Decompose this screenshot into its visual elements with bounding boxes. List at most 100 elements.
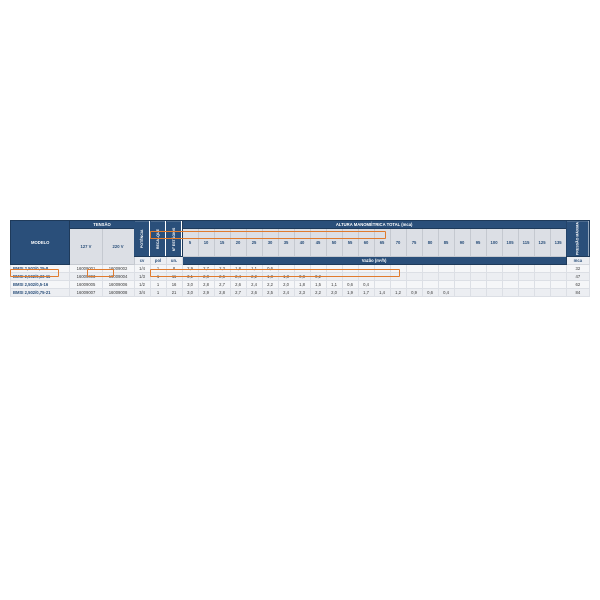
- table-row: BMSI 2,502/0,75-2116009007160090083/4121…: [11, 289, 590, 297]
- cell: [342, 265, 358, 273]
- cell: BMSI 2,502/0,33-11: [11, 273, 70, 281]
- hdr-recalque: RECALQUE: [150, 221, 166, 257]
- flow-col: 30: [262, 229, 278, 257]
- flow-col: 15: [214, 229, 230, 257]
- cell: 2,9: [182, 265, 198, 273]
- flow-col: 105: [502, 229, 518, 257]
- cell: [454, 265, 470, 273]
- cell: [422, 281, 438, 289]
- cell: [374, 265, 390, 273]
- cell: 2,6: [230, 281, 246, 289]
- hdr-220v: 220 V: [102, 229, 134, 265]
- cell: 1,1: [326, 281, 342, 289]
- cell: [310, 265, 326, 273]
- cell: [454, 289, 470, 297]
- cell: [534, 273, 550, 281]
- cell: 1,3: [278, 273, 294, 281]
- cell: 16009005: [70, 281, 102, 289]
- cell: [374, 281, 390, 289]
- cell: 21: [166, 289, 182, 297]
- cell: 8: [166, 265, 182, 273]
- cell: [550, 289, 566, 297]
- flow-col: 85: [438, 229, 454, 257]
- cell: [326, 273, 342, 281]
- unit-pol: pol: [150, 257, 166, 265]
- cell: [550, 281, 566, 289]
- flow-col: 55: [342, 229, 358, 257]
- cell: 2,8: [198, 273, 214, 281]
- cell: 1,8: [294, 281, 310, 289]
- cell: 3,0: [182, 281, 198, 289]
- cell: [278, 265, 294, 273]
- flow-col: 35: [278, 229, 294, 257]
- cell: [438, 265, 454, 273]
- spec-table-container: MODELO TENSÃO POTÊNCIA RECALQUE Nº ESTÁG…: [10, 220, 590, 297]
- cell: 0,2: [310, 273, 326, 281]
- cell: 3,0: [182, 289, 198, 297]
- cell: 1: [150, 289, 166, 297]
- cell: [326, 265, 342, 273]
- cell: 2,8: [214, 289, 230, 297]
- unit-mca: mca: [566, 257, 589, 265]
- cell: [470, 281, 486, 289]
- cell: 1: [150, 273, 166, 281]
- flow-col: 10: [198, 229, 214, 257]
- cell: 1/2: [134, 281, 150, 289]
- cell: 32: [566, 265, 589, 273]
- cell: 16009002: [102, 265, 134, 273]
- cell: [422, 273, 438, 281]
- cell: [470, 273, 486, 281]
- cell: [390, 265, 406, 273]
- cell: 1/4: [134, 265, 150, 273]
- cell: [550, 273, 566, 281]
- cell: 16009001: [70, 265, 102, 273]
- cell: 2,7: [230, 289, 246, 297]
- flow-col: 125: [534, 229, 550, 257]
- cell: [550, 265, 566, 273]
- cell: BMSI 2,502/0,25-8: [11, 265, 70, 273]
- cell: 2,2: [262, 281, 278, 289]
- cell: [486, 281, 502, 289]
- flow-col: 20: [230, 229, 246, 257]
- hdr-potencia: POTÊNCIA: [134, 221, 150, 257]
- cell: 84: [566, 289, 589, 297]
- flow-col: 80: [422, 229, 438, 257]
- cell: 2,3: [214, 265, 230, 273]
- flow-col: 135: [550, 229, 566, 257]
- cell: [358, 265, 374, 273]
- flow-col: 50: [326, 229, 342, 257]
- cell: [486, 265, 502, 273]
- cell: 2,2: [310, 289, 326, 297]
- flow-col: 90: [454, 229, 470, 257]
- cell: 2,8: [198, 281, 214, 289]
- cell: [518, 265, 534, 273]
- cell: [406, 273, 422, 281]
- cell: [438, 273, 454, 281]
- cell: 2,9: [198, 289, 214, 297]
- flow-col: 115: [518, 229, 534, 257]
- cell: 11: [166, 273, 182, 281]
- cell: [438, 281, 454, 289]
- cell: 0,9: [406, 289, 422, 297]
- cell: [294, 265, 310, 273]
- hdr-estagios: Nº ESTÁGIOS: [166, 221, 182, 257]
- hdr-modelo: MODELO: [11, 221, 70, 265]
- cell: [486, 289, 502, 297]
- cell: 16009004: [102, 273, 134, 281]
- cell: 2,0: [326, 289, 342, 297]
- table-row: BMSI 2,502/0,33-1116009003160090041/3111…: [11, 273, 590, 281]
- hdr-127v: 127 V: [70, 229, 102, 265]
- cell: 2,3: [294, 289, 310, 297]
- cell: 0,6: [422, 289, 438, 297]
- cell: [390, 273, 406, 281]
- cell: [390, 281, 406, 289]
- cell: [374, 273, 390, 281]
- cell: 0,6: [342, 281, 358, 289]
- cell: 0,4: [358, 281, 374, 289]
- cell: [502, 289, 518, 297]
- cell: [486, 273, 502, 281]
- cell: 1,1: [246, 265, 262, 273]
- cell: 2,4: [278, 289, 294, 297]
- cell: 2,7: [198, 265, 214, 273]
- flow-col: 5: [182, 229, 198, 257]
